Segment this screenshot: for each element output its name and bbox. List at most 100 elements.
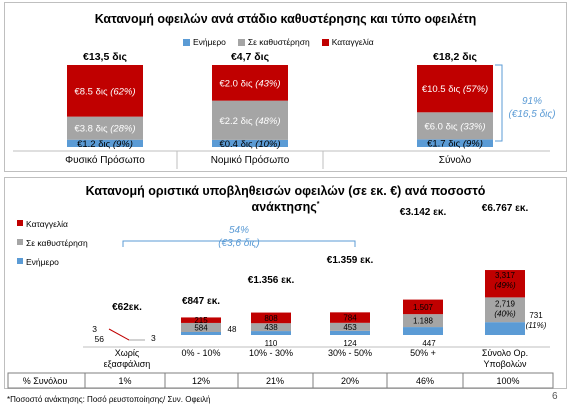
pct-row-header: % Συνόλου [23,376,68,386]
bar-pct-sekath: (40%) [494,309,516,318]
bar-value-pct: (9%) [113,139,133,150]
annotation-line2: (€16,5 δις) [508,109,555,120]
bar-line-katag [108,328,130,341]
bottom-chart-title-text: ανάκτησης [251,200,317,214]
bar-value-enimero: 3 [151,333,156,343]
top-chart-svg: €1.2 δις (9%)€3.8 δις (28%)€8.5 δις (62%… [13,51,556,169]
bar-value-pct: (28%) [110,124,135,135]
category-label: 10% - 30% [249,348,293,358]
bar-Σε καθυστέρηση [403,314,443,328]
annotation-line2: (€3,6 δις) [218,238,260,249]
bar-value-label: €2.2 δις (48%) [219,116,280,127]
bottom-chart-title-line1: Κατανομή οριστικά υποβληθεισών οφειλών (… [85,184,486,198]
bar-value-katag: 215 [194,316,208,325]
legend-label: Σε καθυστέρηση [26,238,88,248]
bar-value-amount: €1.2 δις [77,139,113,150]
bar-total-label: €62εκ. [112,302,142,313]
bar-total-label: €847 εκ. [182,296,220,307]
bar-Ενήμερο [251,331,291,335]
bar-value-amount: €6.0 δις [424,121,460,132]
bar-pct-enimero: (11%) [526,321,547,330]
bar-value-label: €1.2 δις (9%) [77,139,133,150]
category-label: Φυσικό Πρόσωπο [65,154,145,166]
bar-value-sekath: 2,719 [495,299,516,308]
bar-value-label: €3.8 δις (28%) [74,124,135,135]
legend-swatch [17,220,23,226]
bar-Καταγγελία [212,65,288,101]
bar-value-katag: 808 [264,314,278,323]
bar-value-sekath: 1.188 [413,317,434,326]
category-label: 0% - 10% [181,348,220,358]
pct-row-value: 12% [192,376,210,386]
bar-value-enimero: 124 [343,339,357,348]
bar-Σε καθυστέρηση [67,116,143,140]
pct-row-value: 21% [266,376,284,386]
bar-value-label: €10.5 δις (57%) [422,84,488,95]
bar-value-enimero: 731 [529,311,543,320]
bar-Σε καθυστέρηση [330,322,370,331]
bar-total-label: €6.767 εκ. [482,203,529,214]
legend-label-katag: Καταγγελία [331,37,374,47]
bar-Καταγγελία [251,312,291,324]
bar-value-enimero: 48 [228,325,237,334]
bar-Ενήμερο [403,327,443,335]
bar-Ενήμερο [67,139,143,147]
bar-total-label: €18,2 δις [433,51,477,63]
category-label: Σύνολο [439,154,472,166]
bar-value-amount: €1.7 δις [427,139,463,150]
bar-total-label: €3.142 εκ. [400,207,447,218]
pct-row [7,372,554,389]
bar-value-label: €2.0 δις (43%) [219,78,280,89]
top-chart-title: Κατανομή οφειλών ανά στάδιο καθυστέρησης… [94,12,477,26]
bar-Ενήμερο [417,139,493,147]
bar-value-pct: (33%) [460,121,485,132]
legend-swatch [17,239,23,245]
bar-value-pct: (10%) [255,139,280,150]
legend-swatch-sekath [237,38,245,46]
top-chart-panel: Κατανομή οφειλών ανά στάδιο καθυστέρησης… [4,2,567,172]
footnote: *Ποσοστό ανάκτησης: Ποσό ρευστοποίησης/ … [7,395,211,404]
bar-Καταγγελία [417,65,493,113]
bar-value-amount: €10.5 δις [422,84,463,95]
bar-total-label: €13,5 δις [83,51,127,63]
bar-value-enimero: 110 [265,339,278,348]
bottom-chart-panel: Κατανομή οριστικά υποβληθεισών οφειλών (… [4,177,567,389]
bar-value-label: €6.0 δις (33%) [424,121,485,132]
bar-value-sekath: 584 [194,323,208,332]
bar-value-amount: €0.4 δις [219,139,255,150]
bar-Καταγγελία [67,65,143,117]
bar-Καταγγελία [330,312,370,323]
category-label: εξασφάλιση [104,359,151,369]
bar-value-amount: €3.8 δις [74,124,110,135]
bar-Ενήμερο [485,322,525,335]
legend-label: Καταγγελία [26,219,68,229]
bar-Σε καθυστέρηση [417,112,493,140]
bar-value-pct: (48%) [255,116,280,127]
pct-row-value: 100% [496,376,519,386]
bar-Καταγγελία [485,270,525,298]
bar-value-label: €0.4 δις (10%) [219,139,280,150]
legend-swatch [17,258,23,264]
bar-value-label: €8.5 δις (62%) [74,86,135,97]
legend-swatch-enimero [183,38,190,46]
annotation-line1: 91% [522,96,542,107]
bar-value-katag: 784 [343,314,357,323]
bar-value-pct: (62%) [110,86,135,97]
bar-value-sekath: 438 [264,323,278,332]
bar-Καταγγελία [403,299,443,315]
annotation-bracket [122,240,356,247]
bar-pct-katag: (49%) [494,281,516,290]
bottom-chart-title-line2: ανάκτησης* [5,200,566,214]
bar-value-katag: 3,317 [495,271,516,280]
bar-value-amount: €2.2 δις [219,116,255,127]
bar-Σε καθυστέρηση [251,323,291,332]
bar-value-label: €1.7 δις (9%) [427,139,483,150]
pct-row-value: 1% [118,376,131,386]
bar-Ενήμερο [212,139,288,147]
category-label: Σύνολο Ορ. [482,348,528,358]
bar-value-pct: (43%) [255,78,280,89]
category-label: Χωρίς [115,348,140,358]
bar-value-pct: (57%) [463,84,488,95]
bar-value-pct: (9%) [463,139,483,150]
